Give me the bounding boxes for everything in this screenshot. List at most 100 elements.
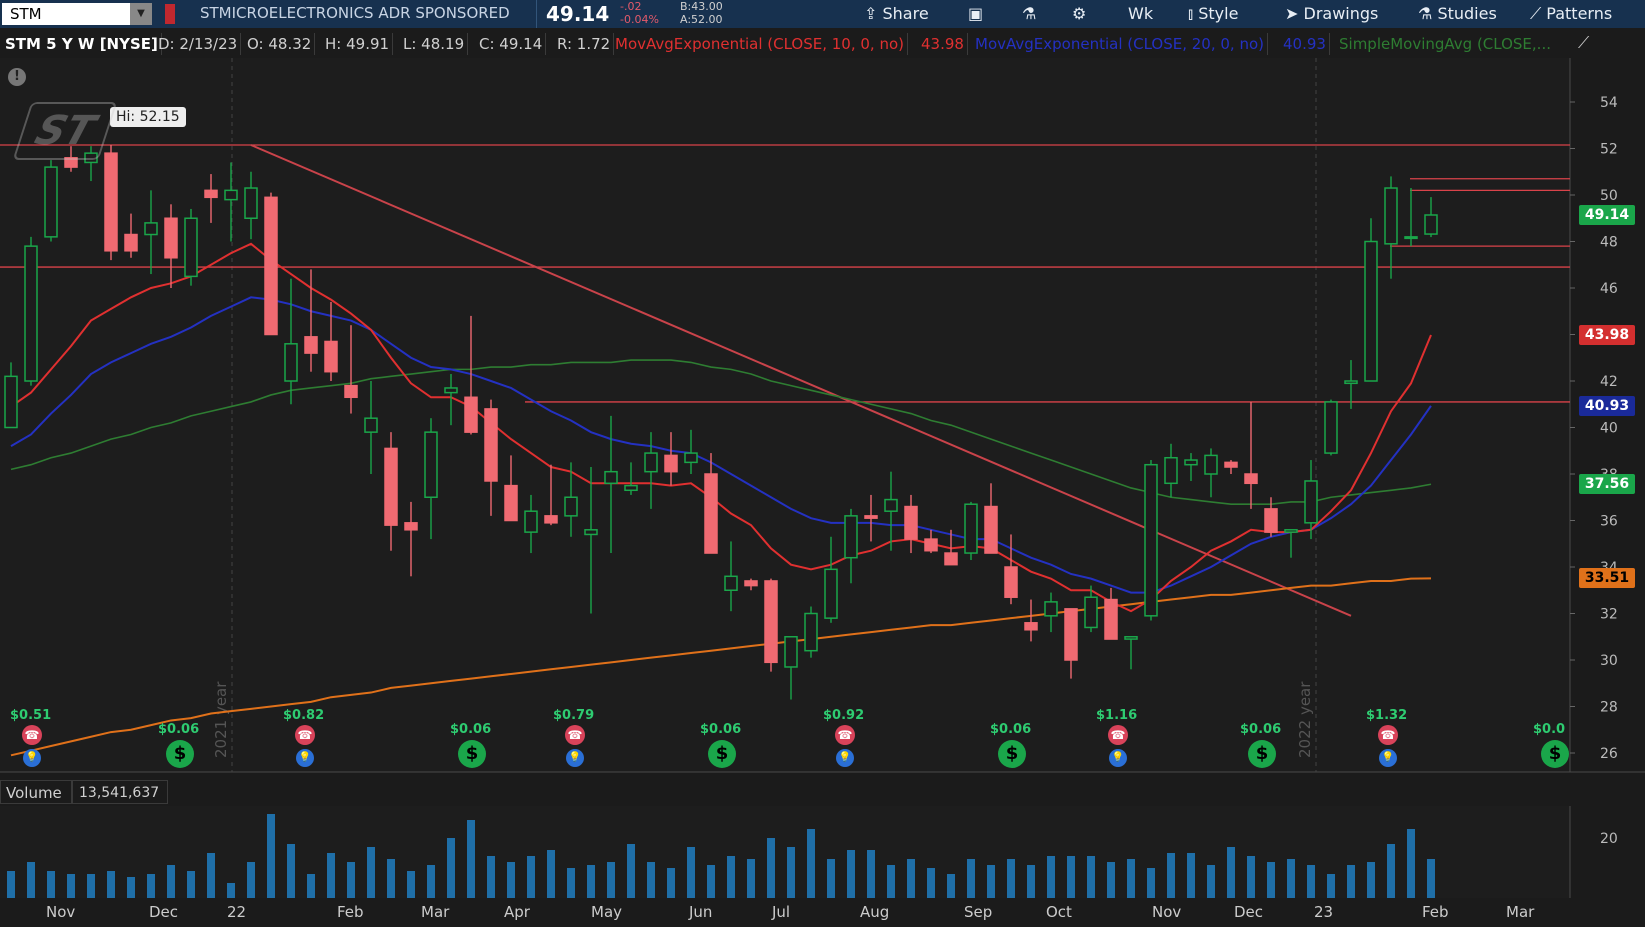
candle-up: [884, 498, 898, 512]
candle-up: [1164, 456, 1178, 485]
volume-bar: [447, 838, 455, 898]
studies-button[interactable]: ⚗ Studies: [1418, 3, 1497, 25]
time-axis-label: Mar: [421, 903, 450, 921]
candle-down: [504, 484, 518, 522]
sma-label[interactable]: SimpleMovingAvg (CLOSE,...: [1339, 35, 1551, 53]
dividend-icon[interactable]: $: [166, 740, 194, 768]
ema10-value: 43.98: [918, 33, 968, 55]
candle-down: [404, 522, 418, 531]
timeframe-button[interactable]: Wk: [1128, 4, 1154, 23]
time-axis-label: Feb: [1422, 903, 1449, 921]
candle-down: [1104, 598, 1118, 640]
time-axis-label: Nov: [1152, 903, 1182, 921]
patterns-label: Patterns: [1546, 4, 1613, 23]
earnings-call-icon[interactable]: ☎: [835, 725, 855, 745]
volume-bar: [1307, 865, 1315, 898]
volume-bar: [967, 859, 975, 898]
price-tick-label: 40: [1600, 421, 1618, 437]
candle-up: [724, 575, 738, 591]
earnings-call-icon[interactable]: ☎: [1108, 725, 1128, 745]
volume-bar: [1327, 874, 1335, 898]
earnings-call-icon[interactable]: ☎: [1378, 725, 1398, 745]
candle-down: [744, 580, 758, 587]
style-button[interactable]: ⫾ Style: [1188, 3, 1238, 25]
flask-icon[interactable]: ⚗: [1022, 4, 1037, 23]
share-button[interactable]: ⇪ Share: [864, 3, 929, 25]
dividend-icon[interactable]: $: [708, 740, 736, 768]
snapshot-icon[interactable]: ▣: [968, 4, 984, 23]
volume-bar: [747, 859, 755, 898]
candle-up: [1304, 480, 1318, 524]
symbol-input[interactable]: STM ▼: [2, 3, 152, 25]
dividend-icon[interactable]: $: [1541, 740, 1569, 768]
volume-bar: [227, 883, 235, 898]
chevron-down-icon[interactable]: ▼: [130, 3, 152, 25]
volume-bar: [1267, 862, 1275, 898]
candle-up: [1384, 187, 1398, 245]
volume-bar: [267, 814, 275, 898]
volume-bar: [507, 862, 515, 898]
candle-up: [604, 470, 618, 485]
volume-bar: [1407, 829, 1415, 898]
drawings-button[interactable]: ➤ Drawings: [1285, 3, 1378, 25]
lightbulb-icon[interactable]: 💡: [836, 749, 854, 767]
volume-bar: [607, 862, 615, 898]
bid-ask: B:43.00 A:52.00: [680, 0, 723, 26]
candle-up: [524, 510, 538, 533]
candle-down: [324, 340, 338, 373]
earnings-call-icon[interactable]: ☎: [22, 725, 42, 745]
low-value: L: 48.19: [400, 33, 469, 55]
lightbulb-icon[interactable]: 💡: [296, 749, 314, 767]
candle-down: [64, 157, 78, 168]
percent-change: -0.04%: [620, 13, 659, 26]
volume-bar: [1207, 865, 1215, 898]
volume-bar: [247, 862, 255, 898]
candle-down: [704, 473, 718, 554]
volume-chart[interactable]: 20: [0, 806, 1645, 898]
dividend-icon[interactable]: $: [998, 740, 1026, 768]
candle-up: [184, 217, 198, 278]
lightbulb-icon[interactable]: 💡: [1109, 749, 1127, 767]
volume-bar: [727, 856, 735, 898]
earnings-call-icon[interactable]: ☎: [295, 725, 315, 745]
dividend-label: $0.06: [990, 722, 1032, 737]
volume-bar: [927, 868, 935, 898]
sma-orange-line: [10, 577, 1432, 757]
ema10-label[interactable]: MovAvgExponential (CLOSE, 10, 0, no): [612, 33, 908, 55]
volume-bar: [1087, 856, 1095, 898]
alert-flag-icon[interactable]: [165, 4, 175, 24]
price-tick-label: 30: [1600, 653, 1618, 669]
price-tag: 37.56: [1579, 474, 1635, 495]
volume-bar: [287, 844, 295, 898]
gear-icon[interactable]: ⚙: [1072, 4, 1087, 23]
candle-up: [84, 152, 98, 164]
volume-bar: [547, 850, 555, 898]
lightbulb-icon[interactable]: 💡: [1379, 749, 1397, 767]
ema20-label[interactable]: MovAvgExponential (CLOSE, 20, 0, no): [972, 33, 1268, 55]
patterns-button[interactable]: ⟋ Patterns: [1530, 3, 1612, 25]
lightbulb-icon[interactable]: 💡: [566, 749, 584, 767]
dividend-icon[interactable]: $: [1248, 740, 1276, 768]
earnings-call-icon[interactable]: ☎: [565, 725, 585, 745]
divider: [536, 0, 537, 28]
time-axis-label: Aug: [860, 903, 890, 921]
bid-value: B:43.00: [680, 0, 723, 13]
info-icon[interactable]: !: [8, 68, 26, 86]
dividend-icon[interactable]: $: [458, 740, 486, 768]
time-axis-label: Jun: [689, 903, 713, 921]
symbol-text: STM: [10, 5, 42, 23]
volume-bar: [67, 874, 75, 898]
time-axis: Nov Dec 22 Feb Mar Apr May Jun Jul Aug Sep Oct Nov De…: [0, 898, 1645, 927]
earnings-label: $0.79: [553, 708, 595, 723]
candle-down: [124, 233, 138, 252]
volume-bar: [527, 856, 535, 898]
ema20-value: 40.93: [1280, 33, 1330, 55]
lightbulb-icon[interactable]: 💡: [23, 749, 41, 767]
studies-label: Studies: [1437, 4, 1497, 23]
study-settings-icon[interactable]: ⟋: [1578, 33, 1590, 52]
candle-up: [1184, 459, 1198, 466]
time-axis-label: Jul: [772, 903, 791, 921]
price-tick-label: 36: [1600, 514, 1618, 530]
candle-up: [144, 222, 158, 236]
